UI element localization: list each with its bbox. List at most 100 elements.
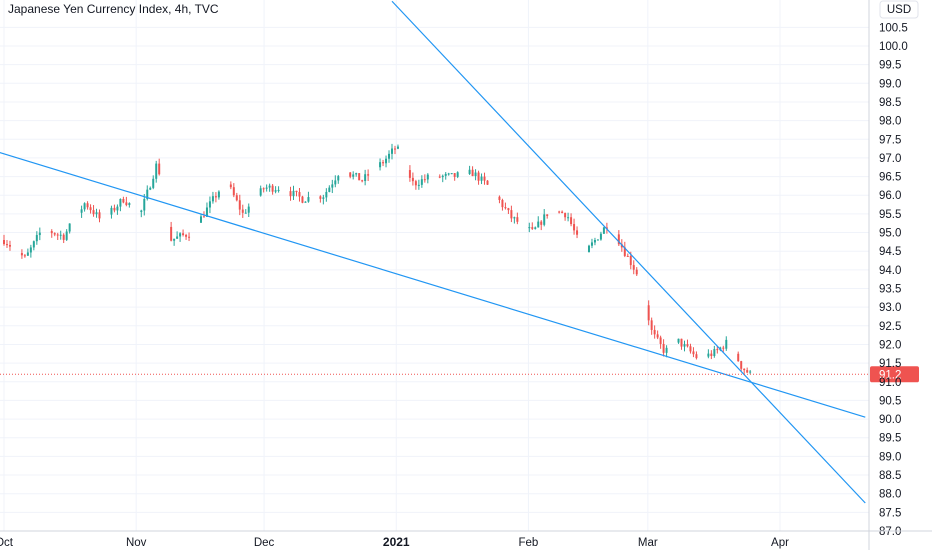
candle-body	[379, 162, 382, 168]
candle-body	[361, 180, 364, 182]
candle-body	[507, 208, 510, 211]
candle-body	[737, 353, 740, 362]
candle-body	[98, 212, 101, 219]
candle-body	[423, 179, 426, 181]
candle-body	[152, 178, 155, 188]
y-tick-label: 90.0	[879, 414, 901, 426]
candle-body	[567, 217, 570, 219]
candle-body	[438, 176, 441, 178]
candle-body	[116, 206, 119, 211]
candle-body	[89, 207, 92, 211]
candle-body	[576, 230, 579, 235]
candle-body	[420, 179, 423, 185]
candle-body	[289, 191, 292, 197]
candle-body	[513, 217, 516, 219]
candle-body	[277, 189, 280, 191]
candle-body	[268, 185, 271, 188]
trendline-2[interactable]	[391, 0, 866, 504]
candle-body	[707, 353, 710, 357]
candle-body	[543, 214, 546, 225]
trendline-1[interactable]	[0, 136, 866, 418]
candle-body	[146, 189, 149, 199]
y-tick-label: 91.0	[879, 377, 901, 389]
candle-body	[59, 234, 62, 236]
candle-body	[743, 368, 746, 371]
x-tick-label: Dec	[254, 537, 275, 549]
candle-body	[596, 239, 599, 241]
y-tick-label: 96.0	[879, 190, 901, 202]
y-tick-label: 90.5	[879, 395, 901, 407]
last-price-badge	[870, 366, 919, 383]
candle-body	[170, 226, 173, 241]
candle-body	[307, 197, 310, 202]
candle-body	[337, 176, 340, 181]
candle-body	[56, 234, 59, 236]
candle-body	[298, 192, 301, 197]
candle-body	[411, 177, 414, 182]
candle-body	[158, 163, 161, 175]
candle-body	[590, 242, 593, 246]
y-tick-label: 91.5	[879, 358, 901, 370]
candle-body	[26, 252, 29, 256]
candle-body	[617, 234, 620, 245]
candle-body	[292, 190, 295, 197]
candle-body	[140, 210, 143, 213]
candle-body	[271, 185, 274, 192]
candle-body	[62, 234, 65, 240]
candle-body	[635, 269, 638, 275]
candle-body	[414, 181, 417, 186]
y-tick-label: 99.0	[879, 78, 901, 90]
chart-title: Japanese Yen Currency Index, 4h, TVC	[8, 2, 219, 16]
candle-body	[749, 371, 752, 373]
y-tick-label: 88.0	[879, 489, 901, 501]
candle-body	[468, 169, 471, 174]
candle-body	[393, 148, 396, 150]
candle-body	[558, 211, 561, 213]
y-tick-label: 97.0	[879, 153, 901, 165]
candle-body	[199, 216, 202, 223]
y-tick-label: 93.5	[879, 284, 901, 296]
currency-button[interactable]: USD	[879, 0, 919, 19]
candle-body	[202, 216, 205, 218]
candle-body	[238, 200, 241, 210]
candle-body	[561, 211, 564, 214]
candle-body	[3, 240, 5, 245]
candle-body	[713, 349, 716, 356]
candle-body	[593, 240, 596, 243]
candle-body	[647, 305, 650, 321]
candle-body	[367, 174, 370, 176]
candle-body	[408, 170, 411, 178]
candle-body	[391, 148, 393, 154]
candle-body	[450, 173, 453, 175]
y-tick-label: 89.0	[879, 451, 901, 463]
candle-body	[143, 198, 146, 211]
candle-body	[122, 198, 125, 203]
x-tick-label: Nov	[126, 537, 147, 549]
candle-body	[128, 203, 131, 206]
y-tick-label: 96.5	[879, 172, 901, 184]
candle-body	[247, 206, 250, 213]
x-tick-label: Feb	[519, 537, 539, 549]
candle-body	[665, 347, 668, 353]
candle-body	[396, 146, 399, 149]
candle-body	[689, 346, 692, 352]
y-tick-label: 98.0	[879, 116, 901, 128]
candle-body	[388, 153, 391, 159]
candle-body	[426, 174, 429, 180]
y-tick-label: 94.5	[879, 246, 901, 258]
candle-body	[328, 187, 331, 192]
candle-body	[486, 180, 489, 185]
candle-body	[125, 202, 128, 206]
candle-body	[385, 158, 388, 164]
y-tick-label: 87.5	[879, 507, 901, 519]
candle-body	[232, 187, 235, 196]
trendlines[interactable]	[0, 0, 866, 504]
candle-body	[528, 227, 531, 229]
candle-body	[659, 337, 662, 344]
candle-body	[95, 212, 98, 215]
candle-body	[471, 169, 474, 177]
candle-body	[444, 173, 447, 176]
candle-body	[692, 351, 695, 355]
